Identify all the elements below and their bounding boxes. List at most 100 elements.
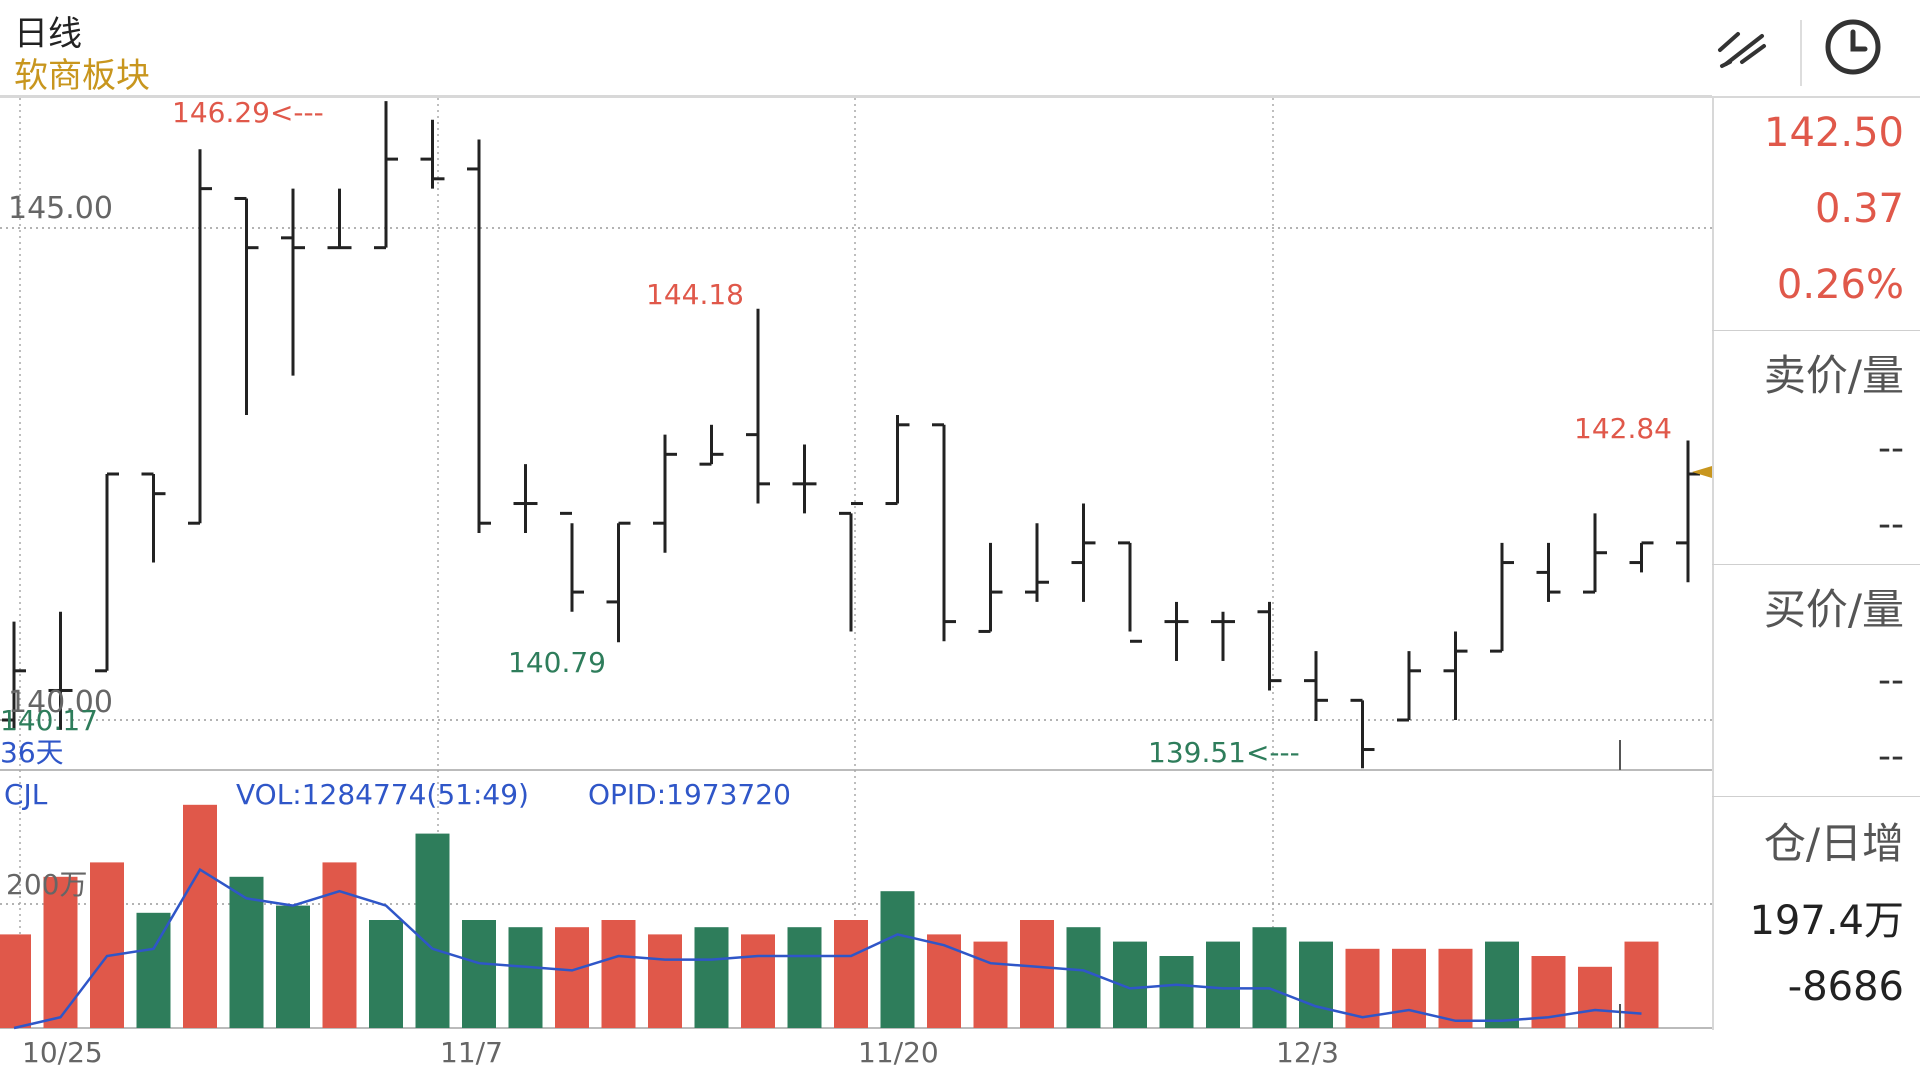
- volume-bar: [787, 927, 822, 1028]
- volume-bar: [229, 876, 264, 1028]
- range-days-label: 36天: [0, 736, 64, 769]
- annotation-right-high: 142.84: [1574, 412, 1672, 445]
- ohlc-bar: [141, 472, 166, 563]
- sell-price: --: [1878, 428, 1904, 469]
- volume-bar: [276, 905, 310, 1028]
- buy-price: --: [1878, 660, 1904, 701]
- annotation-low-left: 140.17: [0, 704, 98, 737]
- ohlc-bar: [1164, 601, 1189, 661]
- ohlc-bar: [1257, 601, 1282, 691]
- buy-label: 买价/量: [1763, 585, 1904, 634]
- instrument-name[interactable]: 软商板块: [14, 56, 150, 96]
- volume-bar: [90, 862, 124, 1028]
- volume-bar: [462, 920, 496, 1028]
- open-interest-line: [13, 867, 1642, 1030]
- sell-label: 卖价/量: [1763, 351, 1904, 400]
- annotation-low-right: 139.51<---: [1148, 736, 1300, 769]
- volume-tick-label: 200万: [6, 868, 87, 901]
- ohlc-bar: [1304, 651, 1328, 721]
- annotation-mid-low: 140.79: [508, 646, 606, 679]
- volume-bar: [0, 934, 31, 1028]
- ohlc-bar: [467, 139, 491, 534]
- volume-bar: [1066, 927, 1101, 1028]
- ohlc-bar: [1025, 523, 1049, 602]
- ohlc-bar: [1397, 651, 1421, 722]
- clock-icon[interactable]: [1818, 12, 1888, 82]
- volume-indicator-name: CJL: [4, 778, 48, 811]
- open-interest-label: 仓/日增: [1763, 819, 1904, 868]
- ohlc-bar: [932, 423, 956, 642]
- ohlc-bar: [792, 444, 817, 514]
- price-change: 0.37: [1814, 186, 1904, 232]
- ohlc-bar: [885, 414, 910, 506]
- volume-bar: [136, 912, 171, 1028]
- ohlc-bar: [1211, 611, 1235, 661]
- ohlc-bar: [653, 434, 677, 553]
- open-interest-value: 197.4万: [1749, 898, 1904, 944]
- annotation-mid-high: 144.18: [646, 278, 744, 311]
- volume-bar: [1020, 920, 1054, 1028]
- volume-bar: [555, 927, 589, 1028]
- ohlc-bar: [1490, 542, 1514, 653]
- panel-top-line: [0, 96, 1920, 98]
- ohlc-bar: [1583, 513, 1607, 594]
- volume-bar: [1624, 941, 1659, 1028]
- volume-bar: [694, 927, 729, 1028]
- ohlc-bar: [188, 149, 212, 525]
- ohlc-bar: [513, 464, 538, 534]
- volume-bar: [1206, 941, 1240, 1028]
- x-axis-label: 11/20: [858, 1036, 939, 1069]
- quote-panel: [1712, 96, 1920, 1030]
- volume-bar: [1485, 941, 1519, 1028]
- ohlc-bar: [281, 188, 305, 376]
- volume-bar: [648, 934, 682, 1028]
- price-chart[interactable]: 145.00 140.00 146.29<--- 140.17 144.18 140.79…: [0, 0, 1712, 1080]
- volume-bar: [322, 862, 357, 1028]
- panel-divider-2: [1712, 564, 1920, 565]
- header-separator: [1800, 20, 1802, 86]
- volume-indicator-opid: OPID:1973720: [588, 778, 791, 811]
- volume-bar: [1159, 956, 1194, 1028]
- ohlc-bar: [1536, 542, 1561, 602]
- price-change-pct: 0.26%: [1776, 262, 1904, 308]
- price-tick-145: 145.00: [8, 191, 113, 226]
- volume-indicator-vol: VOL:1284774(51:49): [236, 778, 529, 811]
- ohlc-bar: [48, 611, 73, 730]
- x-axis-label: 10/25: [22, 1036, 103, 1069]
- ohlc-bar: [420, 119, 445, 189]
- ohlc-bar: [560, 511, 584, 612]
- price-tick-140: 140.00: [8, 685, 113, 720]
- volume-bar: [834, 920, 868, 1028]
- panel-divider-1: [1712, 330, 1920, 331]
- ohlc-bar: [606, 521, 631, 643]
- ohlc-bar: [1118, 541, 1142, 643]
- ohlc-bar: [746, 308, 770, 504]
- ohlc-bar: [374, 101, 398, 250]
- ohlc-bar: [699, 424, 724, 466]
- last-price: 142.50: [1764, 110, 1904, 156]
- ohlc-bar: [978, 542, 1003, 633]
- volume-bar: [415, 833, 450, 1028]
- volume-bar: [1252, 927, 1287, 1028]
- ohlc-bar: [839, 502, 863, 632]
- volume-bar: [1438, 948, 1473, 1028]
- volume-bar: [369, 920, 403, 1028]
- annotation-high-left: 146.29<---: [172, 96, 324, 129]
- ohlc-bar: [1629, 541, 1654, 573]
- volume-bar: [508, 927, 543, 1028]
- volume-bar: [973, 941, 1008, 1028]
- period-label[interactable]: 日线: [14, 14, 82, 54]
- ohlc-bar: [1676, 440, 1700, 583]
- last-price-marker: [1692, 466, 1712, 478]
- ohlc-bar: [327, 188, 352, 250]
- trend-lines-icon[interactable]: [1708, 12, 1778, 82]
- ohlc-bar: [95, 472, 119, 673]
- x-axis-label: 11/7: [440, 1036, 503, 1069]
- volume-bar: [927, 934, 961, 1028]
- sell-qty: --: [1878, 504, 1904, 545]
- ohlc-bar: [1350, 698, 1375, 769]
- ohlc-bar: [1071, 503, 1096, 602]
- open-interest-change: -8686: [1787, 964, 1904, 1010]
- ohlc-bar: [1443, 631, 1468, 720]
- volume-bar: [1578, 966, 1612, 1028]
